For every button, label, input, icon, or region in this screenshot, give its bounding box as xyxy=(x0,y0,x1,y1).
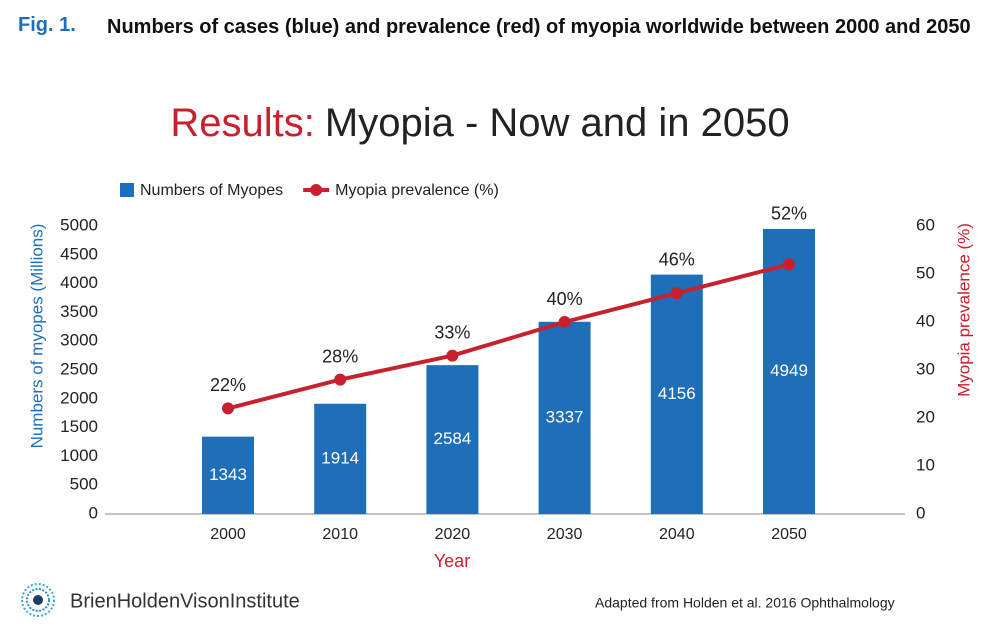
figure-label: Fig. 1. xyxy=(18,14,76,36)
caption: Numbers of cases (blue) and prevalence (… xyxy=(107,16,971,38)
bar xyxy=(650,274,703,514)
prevalence-label: 22% xyxy=(210,375,246,395)
prevalence-label: 33% xyxy=(434,322,470,342)
y2-tick-label: 30 xyxy=(916,359,935,378)
y-axis-label: Numbers of myopes (Millions) xyxy=(27,224,46,449)
x-axis-label: Year xyxy=(434,551,470,571)
y-tick-label: 3000 xyxy=(60,331,98,350)
y2-tick-label: 50 xyxy=(916,263,935,282)
y2-tick-label: 60 xyxy=(916,215,935,234)
prevalence-point xyxy=(670,287,683,300)
prevalence-point xyxy=(558,316,571,328)
bar-value-label: 4156 xyxy=(658,384,696,403)
bar-value-label: 3337 xyxy=(546,407,584,426)
bar xyxy=(538,321,591,514)
bar-value-label: 4949 xyxy=(770,361,808,380)
bar xyxy=(763,228,815,514)
legend-label: Numbers of Myopes xyxy=(140,182,283,199)
x-tick-label: 2020 xyxy=(435,526,471,543)
x-tick-label: 2000 xyxy=(210,526,246,543)
y-tick-label: 1000 xyxy=(60,446,98,465)
title-main: Myopia - Now and in 2050 xyxy=(325,101,790,145)
bar-value-label: 1343 xyxy=(209,465,247,484)
y2-tick-label: 20 xyxy=(916,407,935,426)
prevalence-point xyxy=(334,373,347,386)
prevalence-point xyxy=(446,349,459,362)
y-tick-label: 0 xyxy=(89,503,98,522)
bar-value-label: 1914 xyxy=(321,448,359,467)
legend-label: Myopia prevalence (%) xyxy=(335,182,499,199)
y-tick-label: 2500 xyxy=(60,359,98,378)
prevalence-point xyxy=(222,402,234,415)
x-tick-label: 2050 xyxy=(771,526,807,543)
y-tick-label: 4500 xyxy=(60,244,98,263)
chart-title: Results: Myopia - Now and in 2050 xyxy=(170,101,789,145)
legend-swatch xyxy=(120,183,134,197)
logo-text: BrienHoldenVisonInstitute xyxy=(70,590,300,612)
y-tick-label: 500 xyxy=(70,475,98,494)
y-tick-label: 2000 xyxy=(60,388,98,407)
title-lead: Results: xyxy=(170,101,315,145)
prevalence-point xyxy=(783,258,795,271)
y2-tick-label: 0 xyxy=(916,503,925,522)
y2-tick-label: 40 xyxy=(916,311,935,330)
y-tick-label: 1500 xyxy=(60,417,98,436)
prevalence-line xyxy=(227,262,790,411)
prevalence-label: 52% xyxy=(771,204,807,224)
bar xyxy=(202,436,254,514)
y2-axis-label: Myopia prevalence (%) xyxy=(954,223,973,397)
y-tick-label: 3500 xyxy=(60,302,98,321)
y2-tick-label: 10 xyxy=(916,455,935,474)
legend-swatch-dot xyxy=(310,184,323,196)
bar-value-label: 2584 xyxy=(433,429,471,448)
prevalence-label: 28% xyxy=(322,346,358,366)
prevalence-label: 40% xyxy=(547,289,583,309)
bar xyxy=(314,403,367,514)
prevalence-label: 46% xyxy=(659,249,695,269)
x-tick-label: 2040 xyxy=(659,526,695,543)
x-tick-label: 2010 xyxy=(322,526,358,543)
bar xyxy=(426,365,479,514)
logo-icon xyxy=(21,583,55,617)
y-tick-label: 4000 xyxy=(60,273,98,292)
y-tick-label: 5000 xyxy=(60,215,98,234)
x-tick-label: 2030 xyxy=(547,526,583,543)
source-note: Adapted from Holden et al. 2016 Ophthalm… xyxy=(595,595,895,611)
